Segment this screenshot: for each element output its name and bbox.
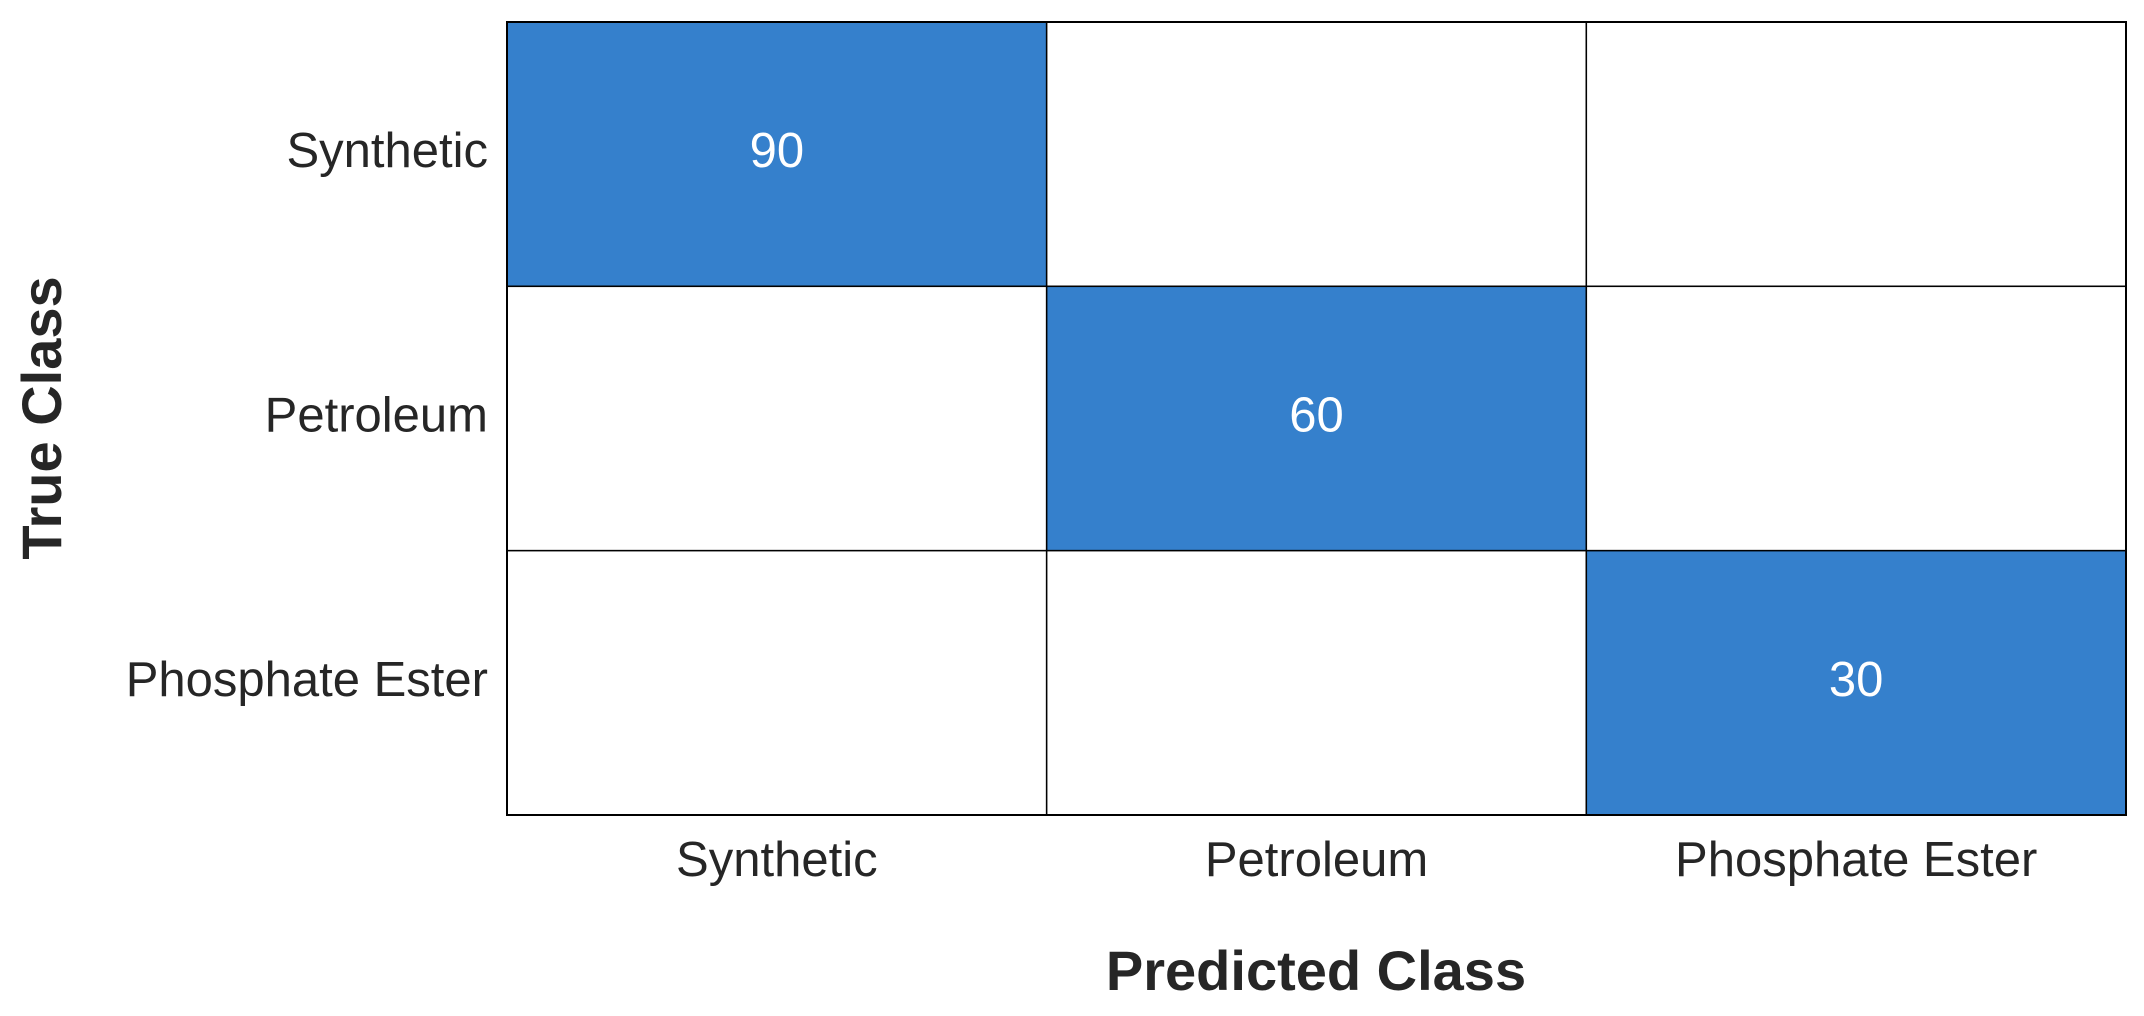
y-tick-label: Synthetic bbox=[286, 124, 488, 178]
y-tick-label: Phosphate Ester bbox=[126, 653, 488, 707]
empty-cell bbox=[1585, 21, 2127, 288]
x-axis-title: Predicted Class bbox=[1106, 939, 1526, 1002]
empty-cell bbox=[1585, 285, 2127, 552]
heatmap-cell bbox=[506, 21, 1048, 288]
x-tick-label: Petroleum bbox=[1205, 833, 1428, 887]
y-tick-label: Petroleum bbox=[265, 388, 488, 442]
cell-label: 90 bbox=[750, 124, 805, 178]
empty-cell bbox=[1045, 21, 1588, 288]
empty-cell bbox=[506, 549, 1048, 816]
plot-border bbox=[506, 21, 2127, 816]
empty-cell bbox=[506, 285, 1048, 552]
x-tick-label: Phosphate Ester bbox=[1675, 833, 2037, 887]
cell-label: 30 bbox=[1829, 653, 1884, 707]
empty-cell bbox=[1045, 549, 1588, 816]
x-tick-label: Synthetic bbox=[676, 833, 878, 887]
cell-label: 60 bbox=[1289, 388, 1344, 442]
heatmap-cell bbox=[1585, 549, 2127, 816]
y-axis-title: True Class bbox=[10, 276, 73, 559]
heatmap-cell bbox=[1045, 285, 1588, 552]
